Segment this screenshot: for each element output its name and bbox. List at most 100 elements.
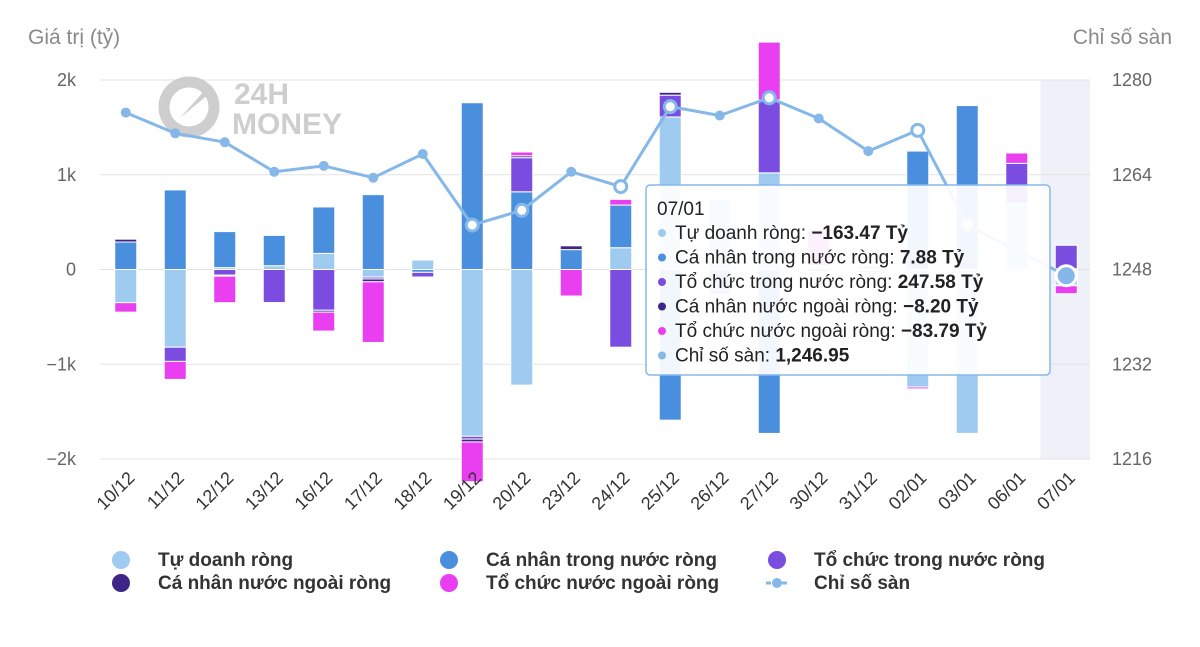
- right-tick-label: 1216: [1112, 449, 1152, 469]
- index-point: [417, 149, 428, 160]
- bar: [262, 265, 286, 270]
- x-tick-label: 11/12: [143, 468, 188, 513]
- tooltip-row: Cá nhân nước ngoài ròng: −8.20 Tỷ: [675, 297, 979, 318]
- bar: [312, 252, 336, 271]
- right-axis-title: Chỉ số sàn: [1073, 26, 1172, 49]
- legend-marker: [440, 574, 458, 592]
- bar: [361, 269, 385, 278]
- x-tick-label: 17/12: [340, 468, 386, 514]
- tooltip-row: Tổ chức nước ngoài ròng: −83.79 Tỷ: [675, 321, 987, 342]
- legend-marker: [112, 574, 130, 592]
- bar: [609, 198, 633, 206]
- tooltip-date: 07/01: [657, 199, 705, 220]
- bar: [658, 91, 682, 96]
- x-tick-label: 06/01: [984, 468, 1030, 514]
- index-point: [120, 107, 131, 118]
- watermark-text-24h: 24H: [234, 78, 289, 111]
- bar: [609, 204, 633, 249]
- tooltip-marker: [658, 229, 666, 237]
- tooltip-row: Chỉ số sàn: 1,246.95: [675, 346, 850, 367]
- bar: [163, 269, 187, 348]
- index-point: [368, 172, 379, 183]
- tooltip-marker: [658, 253, 666, 262]
- legend-marker: [112, 551, 130, 569]
- index-point: [464, 217, 480, 233]
- tooltip-row-value: 247.58 Tỷ: [898, 272, 984, 293]
- legend-label: Cá nhân trong nước ròng: [486, 550, 717, 571]
- watermark-gauge-icon: [158, 76, 220, 138]
- bar: [213, 269, 237, 276]
- right-tick-label: 1280: [1112, 70, 1152, 90]
- left-axis-ticks: 2k 1k 0 −1k −2k: [46, 70, 77, 469]
- x-tick-label: 07/01: [1033, 468, 1079, 514]
- legend: Tự doanh ròng Cá nhân trong nước ròng Tổ c…: [112, 550, 1045, 594]
- bar: [609, 269, 633, 348]
- bar: [361, 194, 385, 271]
- legend-marker: [772, 578, 782, 588]
- bar: [757, 99, 781, 174]
- tooltip-marker: [658, 351, 666, 360]
- bar: [510, 151, 534, 157]
- bar: [114, 302, 138, 313]
- x-tick-label: 12/12: [192, 468, 238, 514]
- bar: [262, 269, 286, 304]
- right-axis-ticks: 1280 1264 1248 1232 1216: [1112, 70, 1152, 469]
- x-tick-label: 18/12: [390, 468, 436, 514]
- tooltip-row-label: Cá nhân nước ngoài ròng:: [675, 297, 903, 318]
- index-point: [219, 137, 230, 148]
- x-tick-label: 20/12: [489, 468, 535, 514]
- index-point: [910, 122, 926, 138]
- tooltip-marker: [658, 327, 666, 335]
- legend-label: Tổ chức nước ngoài ròng: [486, 573, 719, 594]
- index-point: [170, 128, 181, 139]
- bar: [460, 269, 484, 437]
- bar: [609, 247, 633, 271]
- legend-label: Tự doanh ròng: [158, 550, 293, 571]
- legend-marker: [440, 551, 458, 569]
- tooltip-row-value: 7.88 Tỷ: [900, 248, 965, 269]
- bar: [213, 275, 237, 304]
- x-tick-label: 31/12: [835, 468, 881, 514]
- left-axis-title: Giá trị (tỷ): [28, 26, 120, 49]
- bar: [213, 231, 237, 269]
- bar: [411, 277, 435, 280]
- bar: [114, 238, 138, 243]
- index-point: [318, 160, 329, 171]
- tooltip-row-value: −8.20 Tỷ: [903, 297, 979, 318]
- bar: [510, 269, 534, 386]
- index-point: [813, 113, 824, 124]
- tooltip-row: Tự doanh ròng: −163.47 Tỷ: [675, 223, 908, 244]
- left-tick-label: −1k: [46, 354, 77, 374]
- tooltip-row: Cá nhân trong nước ròng: 7.88 Tỷ: [675, 248, 965, 269]
- bar: [312, 311, 336, 332]
- index-point: [566, 166, 577, 177]
- tooltip-marker: [658, 278, 666, 286]
- x-tick-label: 27/12: [736, 468, 782, 514]
- x-tick-label: 24/12: [588, 468, 634, 514]
- bar: [114, 241, 138, 271]
- right-tick-label: 1248: [1112, 260, 1152, 280]
- bar: [163, 189, 187, 270]
- watermark-text-money: MONEY: [232, 108, 342, 141]
- legend-marker: [768, 551, 786, 569]
- tooltip-row-label: Cá nhân trong nước ròng:: [675, 248, 900, 269]
- bar: [262, 234, 286, 267]
- x-tick-label: 30/12: [786, 468, 832, 514]
- x-tick-label: 10/12: [93, 468, 139, 514]
- index-point: [514, 202, 530, 218]
- bar: [114, 269, 138, 304]
- tooltip: 07/01 Tự doanh ròng: −163.47 Tỷ Cá nhân tr…: [645, 184, 1051, 376]
- x-tick-label: 16/12: [291, 468, 337, 514]
- bar: [361, 281, 385, 343]
- index-point: [662, 99, 678, 115]
- tooltip-row-label: Tổ chức nước ngoài ròng:: [675, 321, 901, 342]
- right-tick-label: 1232: [1112, 354, 1152, 374]
- legend-label: Tổ chức trong nước ròng: [814, 550, 1045, 571]
- tooltip-row-label: Tự doanh ròng:: [675, 223, 811, 244]
- index-point: [714, 110, 725, 121]
- left-tick-label: −2k: [46, 449, 77, 469]
- bar: [460, 102, 484, 270]
- watermark-needle-icon: [180, 86, 213, 118]
